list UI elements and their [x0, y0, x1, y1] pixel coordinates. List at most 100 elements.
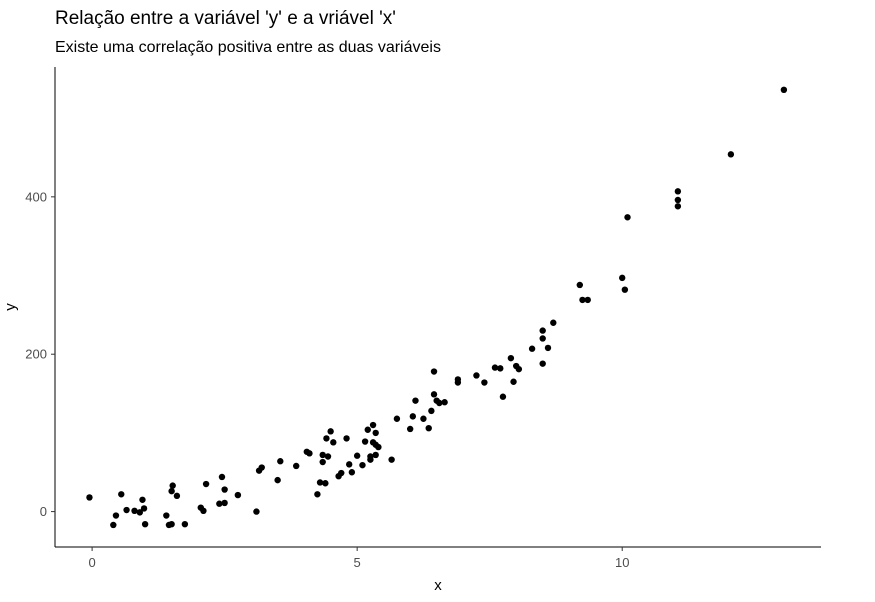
- data-point: [375, 443, 382, 451]
- data-point: [510, 378, 517, 385]
- data-point: [621, 286, 629, 293]
- data-point: [491, 364, 499, 371]
- y-tick-label: 200: [25, 347, 47, 362]
- data-point: [539, 327, 546, 334]
- data-point: [123, 506, 130, 514]
- data-point: [181, 520, 189, 528]
- data-point: [322, 480, 329, 487]
- data-point: [168, 520, 175, 528]
- data-point: [169, 482, 176, 489]
- data-point: [338, 469, 345, 477]
- data-point: [539, 335, 546, 342]
- data-point: [576, 281, 584, 289]
- data-point: [141, 520, 149, 528]
- data-point: [292, 462, 300, 470]
- data-point: [316, 479, 324, 486]
- data-point: [327, 428, 334, 435]
- data-point: [258, 464, 265, 471]
- data-point: [481, 379, 488, 386]
- data-point: [112, 512, 120, 519]
- data-point: [507, 354, 515, 362]
- data-point: [323, 435, 330, 442]
- data-point: [110, 521, 117, 529]
- data-point: [428, 407, 435, 415]
- y-ticks: 0 200 400: [25, 189, 55, 519]
- data-point: [499, 393, 507, 400]
- data-point: [200, 507, 207, 515]
- y-tick-label: 400: [25, 189, 47, 204]
- data-point: [619, 274, 626, 282]
- data-point: [274, 476, 281, 484]
- data-point: [624, 214, 631, 221]
- data-point: [420, 415, 427, 422]
- data-point: [277, 458, 284, 465]
- chart-subtitle: Existe uma correlação positiva entre as …: [55, 39, 441, 56]
- data-point: [234, 491, 242, 499]
- data-point: [550, 319, 557, 326]
- data-point: [727, 151, 735, 158]
- y-tick-label: 0: [40, 504, 47, 519]
- data-point: [372, 429, 379, 437]
- data-point: [528, 345, 536, 352]
- data-point: [324, 453, 332, 460]
- data-point: [388, 456, 395, 463]
- data-point: [454, 379, 462, 386]
- data-points: [86, 86, 788, 529]
- data-point: [202, 480, 210, 488]
- data-point: [314, 491, 321, 498]
- chart-title: Relação entre a variável 'y' e a vriável…: [55, 8, 396, 29]
- x-tick-label: 5: [354, 555, 361, 570]
- data-point: [348, 469, 356, 476]
- data-point: [579, 296, 586, 304]
- data-point: [425, 424, 432, 432]
- data-point: [330, 439, 337, 446]
- data-point: [361, 438, 369, 445]
- data-point: [406, 425, 414, 433]
- data-point: [393, 415, 401, 422]
- data-point: [306, 450, 313, 457]
- data-point: [473, 372, 480, 379]
- data-point: [515, 365, 523, 373]
- data-point: [372, 451, 379, 459]
- data-point: [139, 496, 146, 503]
- data-point: [674, 203, 682, 210]
- data-point: [346, 461, 353, 468]
- data-point: [131, 507, 138, 515]
- data-point: [436, 399, 443, 407]
- data-point: [163, 512, 170, 519]
- x-ticks: 0 5 10: [88, 547, 629, 570]
- data-point: [173, 492, 181, 500]
- data-point: [319, 458, 326, 466]
- x-tick-label: 10: [615, 555, 629, 570]
- data-point: [221, 486, 228, 493]
- data-point: [359, 461, 366, 469]
- data-point: [369, 421, 377, 429]
- data-point: [409, 413, 417, 420]
- data-point: [412, 397, 419, 404]
- data-point: [674, 196, 682, 204]
- data-point: [367, 456, 374, 463]
- x-tick-label: 0: [88, 555, 95, 570]
- data-point: [430, 368, 438, 375]
- data-point: [441, 399, 448, 406]
- data-point: [430, 391, 438, 398]
- data-point: [544, 344, 552, 352]
- data-point: [674, 188, 682, 195]
- data-point: [364, 426, 371, 433]
- data-point: [216, 500, 223, 507]
- data-point: [168, 487, 175, 495]
- x-axis-title: x: [434, 577, 442, 594]
- data-point: [253, 508, 260, 515]
- data-point: [136, 509, 144, 516]
- data-point: [584, 296, 591, 304]
- data-point: [319, 451, 326, 459]
- y-axis-title: y: [2, 303, 19, 311]
- data-point: [140, 505, 148, 512]
- data-point: [539, 360, 546, 367]
- data-point: [780, 86, 788, 94]
- data-point: [118, 491, 125, 498]
- data-point: [343, 435, 350, 442]
- data-point: [353, 452, 361, 459]
- data-point: [86, 494, 93, 501]
